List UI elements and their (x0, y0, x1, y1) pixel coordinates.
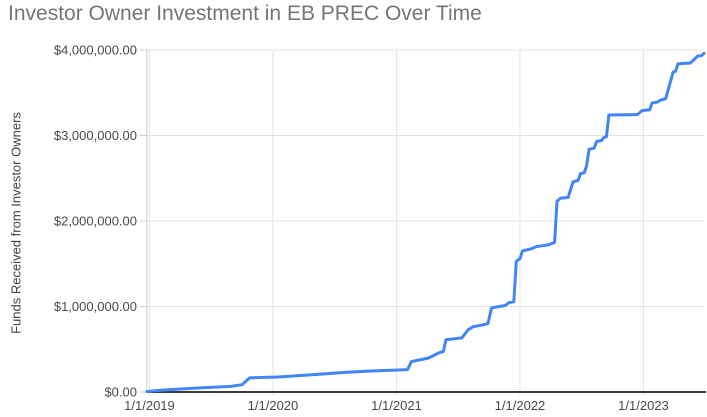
investment-series-line (145, 51, 706, 394)
y-tick-label: $3,000,000.00 (54, 128, 137, 143)
y-tick-label: $1,000,000.00 (54, 299, 137, 314)
y-axis-title: Funds Received from Investor Owners (8, 112, 24, 334)
x-tick-label: 1/1/2022 (495, 398, 546, 413)
x-tick-label: 1/1/2021 (371, 398, 422, 413)
y-tick-label: $0.00 (104, 385, 137, 400)
x-tick-label: 1/1/2020 (248, 398, 299, 413)
y-tick-label: $4,000,000.00 (54, 43, 137, 58)
y-tick-label: $2,000,000.00 (54, 214, 137, 229)
x-tick-label: 1/1/2023 (618, 398, 669, 413)
x-tick-label: 1/1/2019 (124, 398, 175, 413)
chart-title: Investor Owner Investment in EB PREC Ove… (8, 2, 482, 25)
